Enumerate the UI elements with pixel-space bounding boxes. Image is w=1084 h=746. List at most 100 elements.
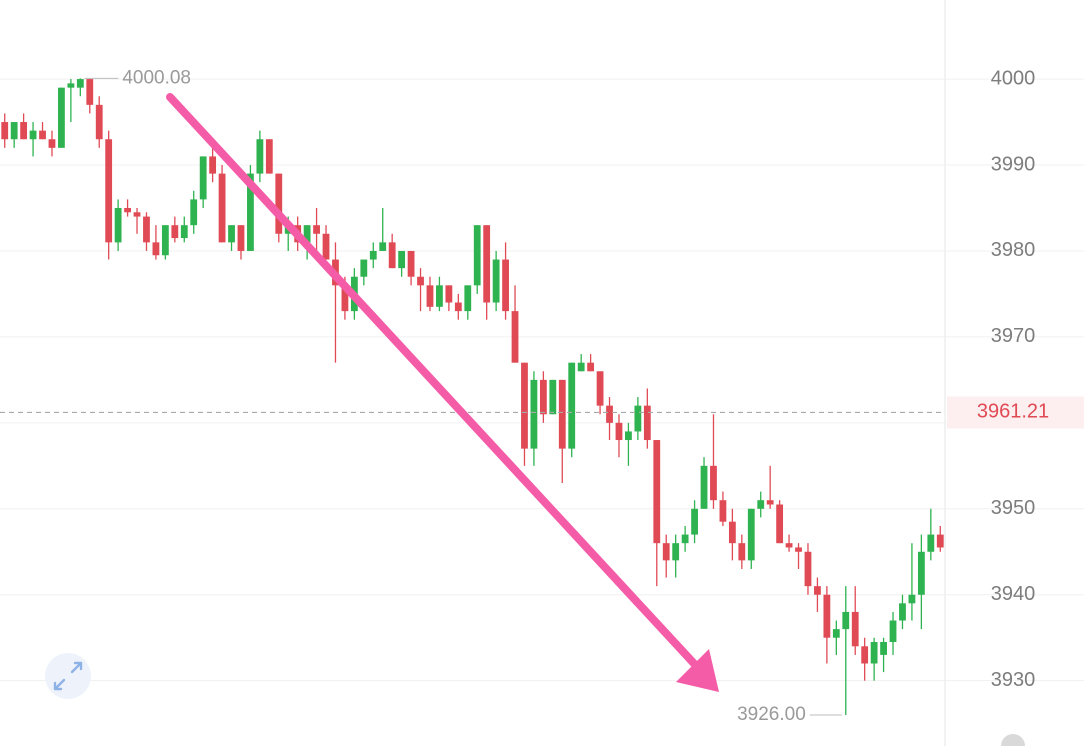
candle-body <box>851 611 859 647</box>
min-marker-label: 3926.00 <box>737 704 806 725</box>
y-tick-label: 4000 <box>991 67 1036 89</box>
candle-body <box>67 83 75 88</box>
arrow-head <box>676 649 719 692</box>
y-tick-label: 3930 <box>991 669 1036 691</box>
expand-bg[interactable] <box>45 653 91 699</box>
candle-body <box>832 629 840 638</box>
candle-body <box>76 79 84 88</box>
candle-body <box>719 500 727 522</box>
arrow-shaft <box>166 93 704 674</box>
candle-body <box>672 543 680 561</box>
candle-body <box>218 173 226 243</box>
candle-body <box>237 225 245 251</box>
candle-body <box>341 285 349 312</box>
candle-body <box>681 534 689 544</box>
candle-body <box>606 405 613 423</box>
candle-body <box>492 259 500 303</box>
trend-arrow <box>166 93 719 692</box>
candle-body <box>39 130 46 140</box>
candle-body <box>502 259 509 312</box>
candle-body <box>521 362 528 449</box>
candle-body <box>171 225 179 239</box>
candle-body <box>275 173 283 234</box>
last-price-label: 3961.21 <box>977 401 1049 423</box>
candle-body <box>209 156 217 174</box>
candle-body <box>473 225 481 286</box>
candle-body <box>247 173 254 251</box>
candle-body <box>1 122 9 140</box>
candle-body <box>124 207 131 213</box>
candle-body <box>700 465 708 509</box>
candle-body <box>757 500 765 509</box>
candle-body <box>511 311 519 363</box>
candle-body <box>313 225 320 234</box>
candle-body <box>927 534 935 552</box>
candle-body <box>180 225 188 239</box>
candle-body <box>20 122 28 140</box>
candle-body <box>426 285 434 307</box>
candle-body <box>161 225 169 256</box>
candle-body <box>322 233 330 260</box>
overlay: 4000.08 3926.00 3961.21 <box>0 67 1084 725</box>
candle-body <box>398 250 406 269</box>
candle-body <box>95 104 103 140</box>
candle-body <box>143 216 150 243</box>
expand-button[interactable] <box>45 653 91 699</box>
candle-body <box>454 302 462 312</box>
candle-body <box>436 285 443 307</box>
candle-body <box>539 379 547 415</box>
candle-body <box>615 422 623 441</box>
candle-body <box>710 465 717 501</box>
candle-body <box>464 285 472 312</box>
candle-body <box>908 594 916 604</box>
y-tick-label: 3990 <box>991 153 1036 175</box>
candle-body <box>936 534 944 548</box>
candle-body <box>785 543 793 548</box>
candle-body <box>483 225 491 303</box>
candle-body <box>228 225 235 243</box>
y-tick-label: 3940 <box>991 583 1036 605</box>
candle-body <box>407 250 415 277</box>
candle-body <box>738 543 746 561</box>
candle-body <box>917 551 925 595</box>
candle-body <box>558 379 566 449</box>
candle-body <box>625 431 632 441</box>
candle-body <box>152 242 160 256</box>
candle-body <box>568 362 576 449</box>
candle-body <box>643 405 651 441</box>
candle-body <box>577 362 585 372</box>
candle-body <box>369 250 377 260</box>
candle-body <box>105 139 113 243</box>
candle-body <box>86 79 94 105</box>
last-price-box <box>947 396 1084 429</box>
candle-body <box>766 500 774 505</box>
candle-body <box>114 207 122 243</box>
candle-body <box>596 371 604 406</box>
candle-body <box>842 611 850 630</box>
expand-icon[interactable] <box>53 661 83 691</box>
candle-body <box>814 586 821 595</box>
candle-body <box>29 130 37 140</box>
candle-body <box>388 242 396 269</box>
candle-body <box>889 620 897 643</box>
candle-body <box>880 642 887 655</box>
candles <box>1 78 944 716</box>
candle-body <box>303 225 311 243</box>
candle-body <box>190 199 198 226</box>
candle-body <box>256 139 264 174</box>
candle-body <box>747 508 755 561</box>
scroll-handle[interactable] <box>1001 734 1025 746</box>
candle-body <box>861 646 869 664</box>
candle-body <box>265 139 273 174</box>
candle-body <box>691 508 698 535</box>
candle-body <box>445 285 453 303</box>
candle-body <box>823 594 831 638</box>
candle-body <box>795 547 802 552</box>
max-marker-label: 4000.08 <box>122 67 191 88</box>
candle-body <box>899 603 906 621</box>
candle-body <box>804 551 812 587</box>
candle-body <box>10 122 18 140</box>
candle-body <box>662 543 670 561</box>
